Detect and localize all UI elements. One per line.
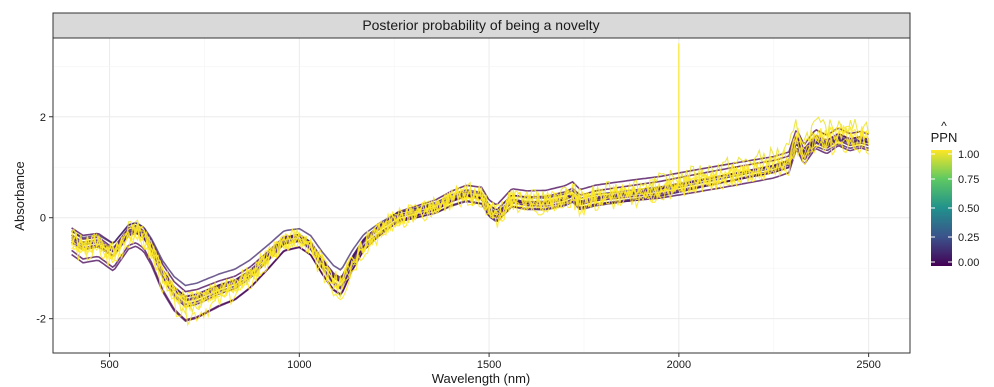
- x-tick-label: 2000: [667, 359, 691, 371]
- legend: ^ PPN 0.00 0.25 0.50 0.75 1.00: [931, 119, 980, 269]
- plot-panel: [52, 37, 911, 354]
- series-group: [71, 43, 870, 327]
- x-tick-label: 1500: [477, 359, 501, 371]
- spectrum-line: [71, 143, 869, 298]
- legend-colorbar: [931, 150, 952, 266]
- spectrum-line: [71, 129, 870, 306]
- x-tick-label: 1000: [287, 359, 311, 371]
- legend-tick-label: 0.00: [958, 257, 979, 269]
- legend-ticks: 0.00 0.25 0.50 0.75 1.00: [931, 149, 979, 269]
- y-axis: -2 0 2: [36, 112, 53, 326]
- x-axis-title: Wavelength (nm): [432, 371, 531, 386]
- y-tick-label: 0: [40, 213, 46, 225]
- y-axis-title: Absorbance: [12, 161, 27, 230]
- legend-tick-label: 0.25: [958, 232, 979, 244]
- x-axis: 500 1000 1500 2000 2500: [100, 353, 881, 371]
- legend-title-hat: ^: [941, 119, 947, 133]
- facet-strip: Posterior probability of being a novelty: [52, 12, 911, 39]
- spectrum-line: [71, 123, 870, 308]
- x-tick-label: 2500: [856, 359, 880, 371]
- legend-title: PPN: [931, 130, 958, 145]
- y-tick-label: -2: [36, 314, 46, 326]
- legend-tick-label: 1.00: [958, 149, 979, 161]
- legend-tick-label: 0.75: [958, 174, 979, 186]
- chart-title: Posterior probability of being a novelty: [362, 17, 599, 33]
- legend-tick-label: 0.50: [958, 203, 979, 215]
- y-tick-label: 2: [40, 112, 46, 124]
- spectrum-line: [71, 138, 869, 312]
- x-tick-label: 500: [100, 359, 118, 371]
